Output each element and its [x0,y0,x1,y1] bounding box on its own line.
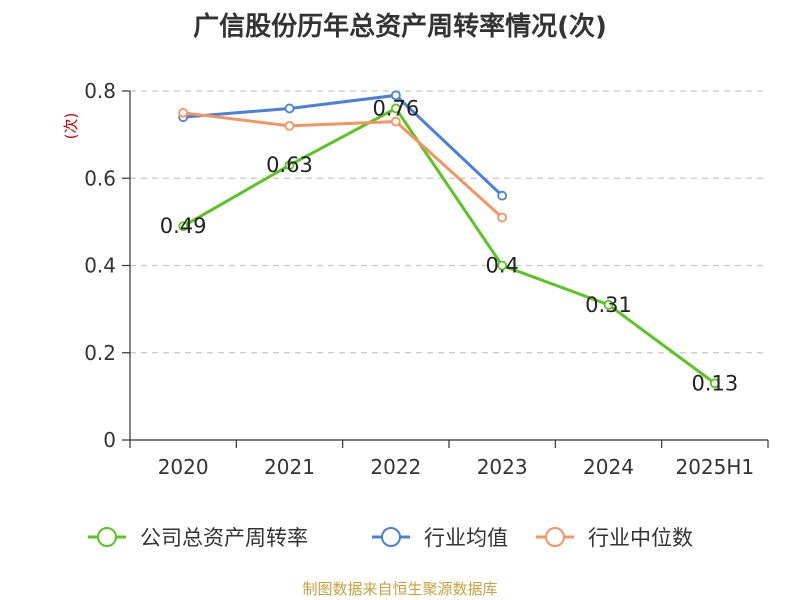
y-tick-label-4: 0.8 [84,79,116,103]
y-tick-label-3: 0.6 [84,166,116,190]
series-0-point-4 [603,299,614,310]
series-0-point-3 [497,260,508,271]
data-label-0-2: 0.76 [372,96,419,120]
series-1-point-3 [497,190,508,201]
x-tick-label-4: 2024 [583,455,634,479]
y-tick-label-1: 0.2 [84,341,116,365]
series-1-point-2 [390,90,401,101]
series-line-0 [182,106,716,385]
series-layer [178,90,720,389]
x-tick-label-1: 2021 [264,455,315,479]
series-0-point-1 [284,160,295,171]
series-0-point-0 [178,221,189,232]
y-tick-label-0: 0 [103,428,116,452]
legend-marker-1 [381,527,401,547]
legend-label-2: 行业中位数 [588,526,693,550]
legend-marker-2 [545,527,565,547]
data-source-note: 制图数据来自恒生聚源数据库 [302,580,498,598]
axis-layer: 0 0.2 0.4 0.6 0.8 2020 2021 2022 2023 2024 2025H1 [84,79,769,479]
x-tick-label-2: 2022 [370,455,421,479]
x-tick-label-0: 2020 [158,455,209,479]
legend-label-0: 公司总资产周转率 [140,526,308,550]
grid-layer [130,90,768,354]
series-1-point-1 [284,103,295,114]
series-2-point-2 [390,116,401,127]
series-line-2 [182,111,504,219]
data-label-0-1: 0.63 [266,153,313,177]
x-tick-label-5: 2025H1 [675,455,754,479]
data-label-0-5: 0.13 [691,371,738,395]
data-label-0-0: 0.49 [160,214,207,238]
legend: 公司总资产周转率 行业均值 行业中位数 [88,526,693,550]
series-2-point-0 [178,107,189,118]
data-label-layer: 0.49 0.63 0.76 0.4 0.31 0.13 [160,96,738,395]
chart-title: 广信股份历年总资产周转率情况(次) [193,12,607,42]
data-label-0-4: 0.31 [585,293,632,317]
series-0-point-2 [390,103,401,114]
x-tick-label-3: 2023 [477,455,528,479]
data-label-0-3: 0.4 [485,254,518,278]
series-line-1 [183,93,504,197]
y-tick-label-2: 0.4 [84,254,116,278]
legend-marker-0 [97,527,117,547]
series-2-point-3 [497,212,508,223]
y-axis-unit-label: (次) [62,113,80,140]
series-0-point-5 [709,378,720,389]
legend-label-1: 行业均值 [424,526,508,550]
series-2-point-1 [284,121,295,131]
